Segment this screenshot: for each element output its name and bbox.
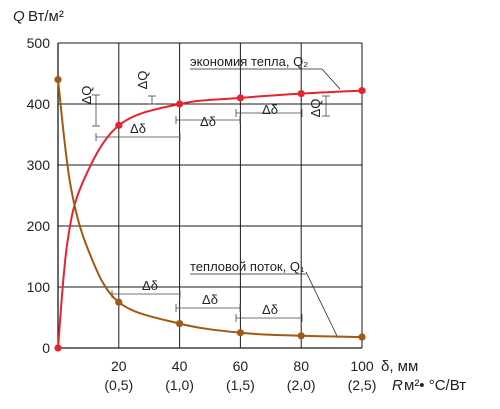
x-axis-secondary-symbol: R [392, 377, 403, 394]
y-tick-label-500: 500 [27, 35, 51, 51]
y-tick-label-100: 100 [27, 279, 51, 295]
delta-q-label-1: ΔQ [79, 86, 94, 105]
delta-delta-label-3: Δδ [262, 102, 278, 117]
data-point-0-0 [54, 344, 62, 352]
data-point-0-2 [176, 100, 184, 108]
x-secondary-tick-label-1: (1,0) [165, 377, 194, 393]
data-point-0-1 [115, 121, 123, 129]
series-label-heat-savings: экономия тепла, Q₂ [190, 54, 308, 69]
data-point-1-3 [236, 329, 244, 337]
y-tick-label-300: 300 [27, 157, 51, 173]
data-point-0-5 [358, 86, 366, 95]
x-tick-label-60: 60 [233, 358, 249, 374]
x-secondary-tick-label-4: (2,5) [348, 377, 377, 393]
annotations: Δδ Δδ Δδ ΔQ ΔQ ΔQ Δδ Δδ Δδ [79, 68, 341, 339]
data-point-1-0 [54, 76, 62, 84]
x-tick-label-80: 80 [293, 358, 309, 374]
data-point-1-1 [115, 298, 123, 306]
data-point-1-4 [297, 332, 305, 340]
grid [58, 42, 363, 348]
series-label-heat-flow: тепловой поток, Q₁ [190, 259, 305, 274]
delta-delta-label-5: Δδ [202, 292, 218, 307]
delta-q-label-2: ΔQ [135, 71, 150, 90]
y-tick-label-0: 0 [42, 340, 50, 356]
series-line-1 [57, 79, 363, 339]
x-secondary-tick-label-0: (0,5) [104, 377, 133, 393]
x-tick-label-40: 40 [172, 358, 188, 374]
y-axis-unit: Вт/м² [28, 8, 64, 25]
y-axis-symbol: Q [13, 8, 25, 25]
delta-delta-label-2: Δδ [200, 114, 216, 129]
delta-delta-label-1: Δδ [130, 121, 146, 136]
x-axis-secondary-unit: м²• °С/Вт [404, 377, 466, 394]
tick-labels: 0 100 200 300 400 500 20 (0,5) 40 (1,0) 60 (1,5) 80 (… [27, 35, 377, 393]
data-point-1-2 [176, 320, 184, 328]
series-lines [57, 79, 363, 349]
delta-q-label-3: ΔQ [308, 99, 323, 118]
axes [57, 43, 362, 349]
data-point-0-4 [297, 90, 305, 98]
y-tick-label-200: 200 [27, 218, 51, 234]
x-secondary-tick-label-2: (1,5) [226, 377, 255, 393]
x-tick-label-20: 20 [111, 358, 127, 374]
delta-delta-label-4: Δδ [142, 278, 158, 293]
x-secondary-tick-label-3: (2,0) [287, 377, 316, 393]
delta-delta-label-6: Δδ [262, 302, 278, 317]
x-axis-primary-label: δ, мм [381, 358, 418, 375]
leader-heat-flow [305, 271, 339, 339]
data-point-0-3 [236, 94, 244, 102]
data-points [54, 76, 366, 352]
data-point-1-5 [358, 333, 366, 341]
series-line-0 [57, 89, 363, 349]
y-tick-label-400: 400 [27, 96, 51, 112]
x-tick-label-100: 100 [350, 358, 374, 374]
leader-heat-savings [321, 68, 341, 90]
